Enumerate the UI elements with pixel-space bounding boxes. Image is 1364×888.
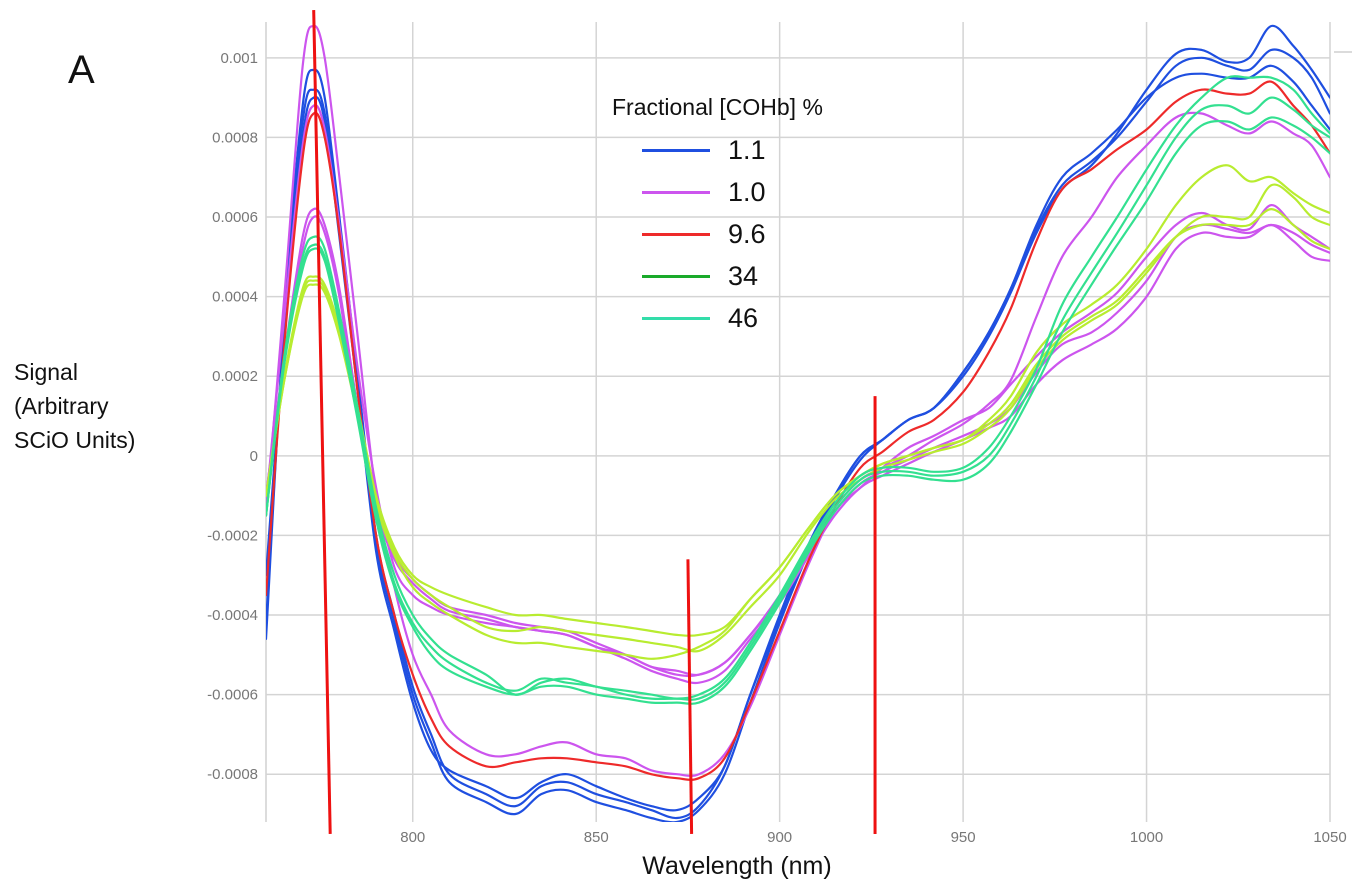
y-tick-label: 0 bbox=[250, 448, 258, 465]
legend-swatch bbox=[642, 190, 710, 194]
y-tick-label: -0.0008 bbox=[207, 766, 258, 783]
legend-entry: 34 bbox=[642, 255, 823, 297]
annotation-lines bbox=[312, 10, 877, 834]
y-tick-label: 0.0008 bbox=[212, 129, 258, 146]
y-axis-label-line: Signal bbox=[14, 359, 78, 385]
legend-entry: 46 bbox=[642, 297, 823, 339]
legend-label: 9.6 bbox=[728, 218, 766, 249]
series-line bbox=[266, 75, 1330, 700]
legend-title: Fractional [COHb] % bbox=[612, 94, 823, 120]
y-axis-label-line: SCiO Units) bbox=[14, 427, 136, 453]
legend-swatch bbox=[642, 274, 710, 278]
legend-entries: 1.1 1.0 9.6 34 46 bbox=[612, 129, 823, 339]
y-axis-label: Signal (Arbitrary SCiO Units) bbox=[14, 355, 135, 457]
series-layer bbox=[266, 24, 1330, 822]
legend-entry: 9.6 bbox=[642, 213, 823, 255]
x-tick-label: 950 bbox=[951, 829, 976, 846]
annotation-line bbox=[312, 10, 332, 834]
legend-entry: 1.0 bbox=[642, 171, 823, 213]
y-tick-label: 0.0006 bbox=[212, 209, 258, 226]
panel-label: A bbox=[68, 48, 95, 92]
series-line bbox=[266, 80, 1330, 781]
legend-swatch bbox=[642, 148, 710, 152]
x-tick-label: 800 bbox=[400, 829, 425, 846]
y-tick-label: -0.0004 bbox=[207, 607, 258, 624]
y-tick-label: 0.0004 bbox=[212, 289, 258, 306]
x-tick-label: 1050 bbox=[1313, 829, 1346, 846]
series-line bbox=[266, 103, 1330, 677]
y-tick-label: 0.001 bbox=[220, 50, 258, 67]
y-tick-label: 0.0002 bbox=[212, 368, 258, 385]
x-tick-labels: 800 850 900 950 1000 1050 bbox=[400, 829, 1346, 846]
x-tick-label: 1000 bbox=[1130, 829, 1163, 846]
legend-label: 1.0 bbox=[728, 176, 766, 207]
legend-entry: 1.1 bbox=[642, 129, 823, 171]
legend-label: 1.1 bbox=[728, 134, 766, 165]
legend-swatch bbox=[642, 316, 710, 320]
series-line bbox=[266, 24, 1330, 777]
annotation-line bbox=[686, 559, 694, 834]
series-line bbox=[266, 116, 1330, 705]
x-tick-label: 850 bbox=[584, 829, 609, 846]
y-tick-labels: 0.001 0.0008 0.0006 0.0004 0.0002 0 -0.0002 -0.… bbox=[207, 50, 258, 783]
x-tick-label: 900 bbox=[767, 829, 792, 846]
legend-swatch bbox=[642, 232, 710, 236]
legend-label: 46 bbox=[728, 302, 759, 333]
legend: Fractional [COHb] % 1.1 1.0 9.6 34 46 bbox=[612, 94, 823, 339]
legend-label: 34 bbox=[728, 260, 759, 291]
y-tick-label: -0.0002 bbox=[207, 527, 258, 544]
x-axis-label: Wavelength (nm) bbox=[642, 852, 832, 880]
y-tick-label: -0.0006 bbox=[207, 687, 258, 704]
y-axis-label-line: (Arbitrary bbox=[14, 393, 109, 419]
